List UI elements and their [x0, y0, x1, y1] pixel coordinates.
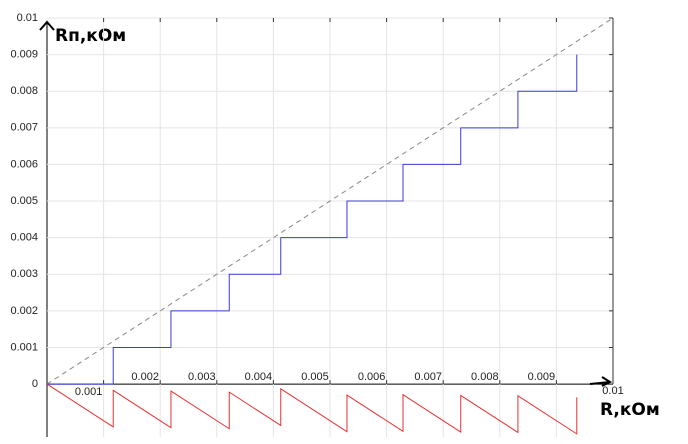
x-tick-label: 0.005	[301, 371, 329, 383]
y-tick-label: 0.003	[10, 268, 38, 280]
series-line	[46, 383, 578, 435]
y-tick-label: 0.007	[10, 122, 38, 134]
x-tick-label: 0.007	[414, 371, 442, 383]
x-axis-label: R,кОм	[600, 400, 660, 420]
x-tick-label: 0.002	[131, 371, 159, 383]
x-tick-label: 0.004	[245, 371, 273, 383]
x-tick-label: 0.006	[358, 371, 386, 383]
y-tick-label: 0.005	[10, 195, 38, 207]
y-tick-label: 0.008	[10, 85, 38, 97]
y-tick-label: 0.009	[10, 49, 38, 61]
x-tick-label: 0.008	[471, 371, 499, 383]
y-tick-label: 0.01	[17, 12, 38, 24]
series-line	[46, 17, 614, 385]
y-tick-label: 0.001	[10, 341, 38, 353]
x-tick-label: 0.01	[602, 385, 623, 397]
x-tick-label: 0.009	[528, 371, 556, 383]
x-tick-label: 0.001	[75, 386, 103, 398]
y-axis-label: Rп,кОм	[55, 26, 126, 46]
y-tick-label: 0.002	[10, 305, 38, 317]
y-tick-label: 0	[32, 378, 38, 390]
y-tick-label: 0.004	[10, 232, 38, 244]
x-tick-label: 0.003	[188, 371, 216, 383]
y-tick-label: 0.006	[10, 158, 38, 170]
series-line	[47, 54, 578, 385]
